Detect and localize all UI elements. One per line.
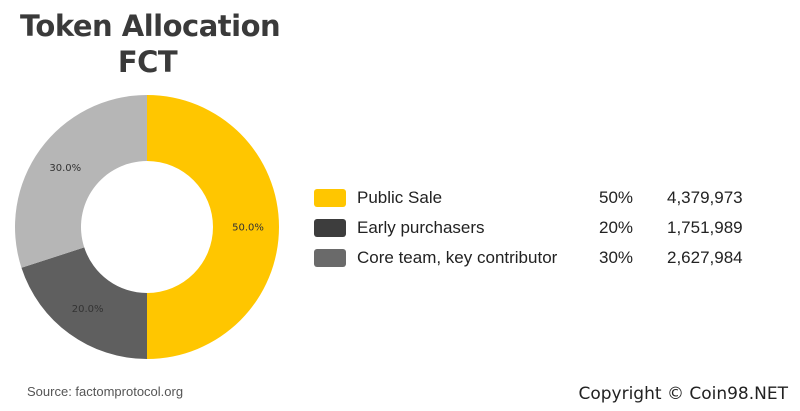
donut-slice-core-team-key-contributor [14,95,148,268]
legend-row-public-sale: Public Sale 50% 4,379,973 [314,185,774,215]
legend-swatch [314,189,346,207]
legend-percent: 20% [599,218,634,237]
chart-title: Token Allocation [20,9,281,43]
donut-slice-public-sale [147,95,279,359]
donut-slice-early-purchasers [21,247,147,359]
legend-amount: 1,751,989 [667,218,743,237]
slice-label: 30.0% [49,163,81,174]
legend-row-early-purchasers: Early purchasers 20% 1,751,989 [314,215,774,245]
legend-swatch [314,249,346,267]
legend-percent: 50% [599,188,634,207]
legend-amount: 2,627,984 [667,248,743,267]
legend-percent: 30% [599,248,634,267]
legend-label: Early purchasers [357,218,485,237]
chart-subtitle: FCT [117,45,178,79]
slice-label: 50.0% [232,223,264,234]
legend-label: Public Sale [357,188,443,207]
legend-swatch [314,219,346,237]
legend: Public Sale 50% 4,379,973 Early purchase… [314,185,774,275]
slice-label: 20.0% [72,304,104,315]
source-note: Source: factomprotocol.org [27,384,184,399]
legend-amount: 4,379,973 [667,188,743,207]
donut-chart: 50.0% 20.0% 30.0% [14,95,279,359]
legend-label: Core team, key contributor [357,248,558,267]
copyright-note: Copyright © Coin98.NET [578,384,788,404]
legend-row-core-team: Core team, key contributor 30% 2,627,984 [314,245,774,275]
chart-title-block: Token Allocation FCT [20,8,281,80]
